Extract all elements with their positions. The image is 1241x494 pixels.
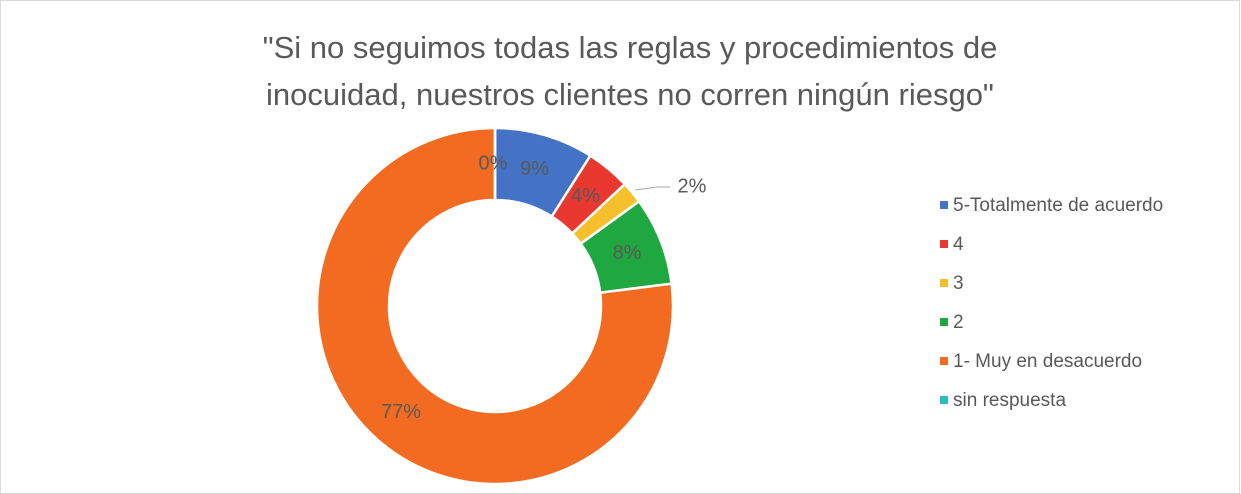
chart-title: "Si no seguimos todas las reglas y proce… [263,30,998,65]
data-label: 2% [678,175,707,197]
leader-line [635,186,670,191]
legend-swatch [940,396,948,404]
legend-label: 2 [953,312,964,333]
data-label: 0% [479,152,508,174]
legend-swatch [940,201,948,209]
legend-swatch [940,318,948,326]
data-label: 9% [520,158,549,180]
legend-label: 1- Muy en desacuerdo [953,351,1142,372]
donut-segment [315,126,675,486]
legend-label: 5-Totalmente de acuerdo [953,195,1163,216]
legend-label: 4 [953,234,964,255]
legend-label: sin respuesta [953,390,1066,411]
legend-swatch [940,279,948,287]
data-label: 77% [381,401,421,423]
data-label: 4% [571,185,600,207]
legend-label: 3 [953,273,964,294]
chart-title: inocuidad, nuestros clientes no corren n… [266,77,994,112]
legend-swatch [940,357,948,365]
data-label: 8% [613,242,642,264]
legend-swatch [940,240,948,248]
